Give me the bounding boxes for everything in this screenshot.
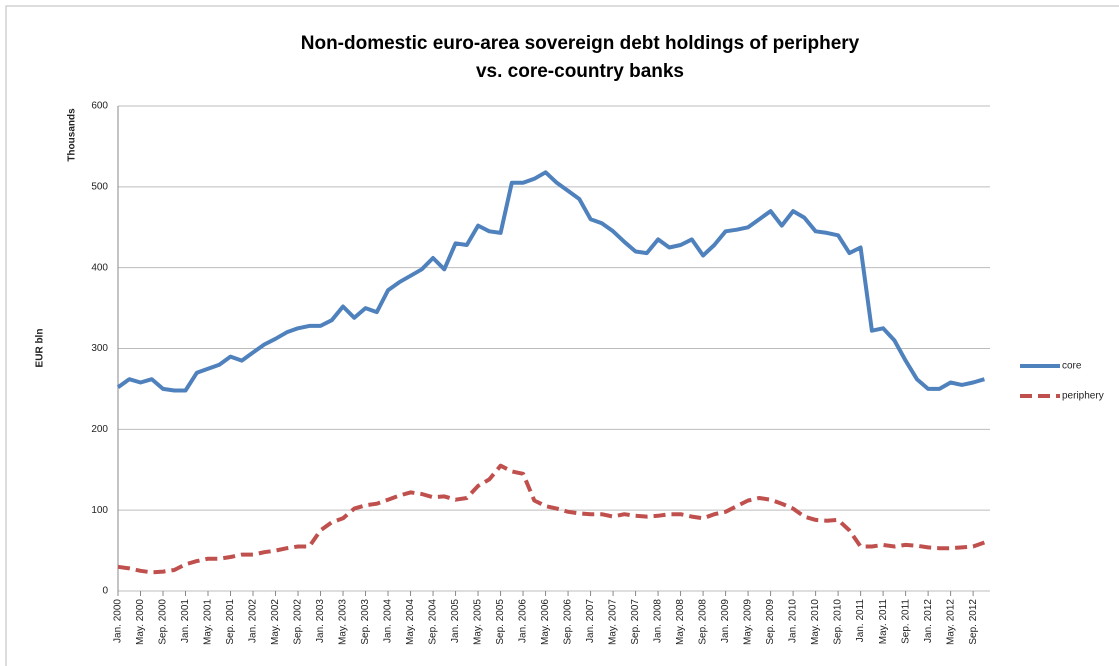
x-tick-label: Jan. 2009 (720, 599, 731, 643)
x-tick-label: May. 2003 (338, 599, 349, 645)
x-tick-label: Sep. 2009 (765, 599, 776, 645)
x-tick-label: May. 2010 (810, 599, 821, 645)
x-tick-label: Sep. 2006 (563, 599, 574, 645)
x-tick-label: May. 2009 (743, 599, 754, 645)
x-tick-label: Jan. 2001 (180, 599, 191, 643)
x-tick-label: Jan. 2005 (450, 599, 461, 643)
x-tick-label: Sep. 2011 (900, 599, 911, 644)
y-axis-title: EUR bln (35, 329, 46, 368)
x-tick-label: May. 2005 (473, 599, 484, 645)
x-tick-label: May. 2012 (945, 599, 956, 645)
y-tick-label: 600 (91, 101, 108, 112)
x-tick-label: Sep. 2000 (158, 599, 169, 645)
x-tick-label: May. 2011 (878, 599, 889, 645)
x-tick-label: Sep. 2004 (428, 599, 439, 645)
x-tick-label: May. 2004 (405, 599, 416, 645)
x-tick-label: Jan. 2012 (923, 599, 934, 643)
y-tick-label: 400 (91, 262, 108, 273)
x-tick-label: Sep. 2008 (698, 599, 709, 645)
x-tick-label: May. 2001 (203, 599, 214, 645)
y-tick-label: 0 (102, 586, 108, 597)
y-tick-label: 200 (91, 424, 108, 435)
y-unit-label: Thousands (67, 108, 78, 162)
series-line (117, 463, 986, 575)
chart-title: Non-domestic euro-area sovereign debt ho… (300, 33, 860, 82)
legend-label: periphery (1062, 391, 1104, 402)
x-tick-label: Sep. 2010 (833, 599, 844, 645)
x-tick-label: Jan. 2003 (315, 599, 326, 643)
x-tick-label: Jan. 2007 (585, 599, 596, 643)
x-tick-label: Sep. 2005 (495, 599, 506, 645)
series-line (116, 170, 985, 393)
legend-label: core (1062, 361, 1082, 372)
x-tick-label: May. 2000 (135, 599, 146, 645)
x-tick-label: Sep. 2002 (293, 599, 304, 645)
x-tick-label: Jan. 2008 (653, 599, 664, 643)
x-tick-label: Sep. 2012 (968, 599, 979, 645)
x-tick-label: May. 2002 (270, 599, 281, 645)
x-tick-label: May. 2006 (540, 599, 551, 645)
x-tick-label: Jan. 2010 (788, 599, 799, 643)
x-tick-label: May. 2008 (675, 599, 686, 645)
x-tick-label: May. 2007 (608, 599, 619, 645)
x-tick-label: Sep. 2007 (630, 599, 641, 645)
y-tick-label: 500 (91, 181, 108, 192)
y-tick-label: 300 (91, 343, 108, 354)
y-tick-label: 100 (91, 505, 108, 516)
x-tick-label: Jan. 2004 (383, 599, 394, 643)
x-tick-label: Jan. 2006 (518, 599, 529, 643)
x-tick-label: Jan. 2002 (248, 599, 259, 643)
x-tick-label: Sep. 2001 (225, 599, 236, 645)
frame (5, 5, 1119, 666)
x-tick-label: Sep. 2003 (360, 599, 371, 645)
x-tick-label: Jan. 2000 (113, 599, 124, 643)
x-tick-label: Jan. 2011 (855, 599, 866, 643)
